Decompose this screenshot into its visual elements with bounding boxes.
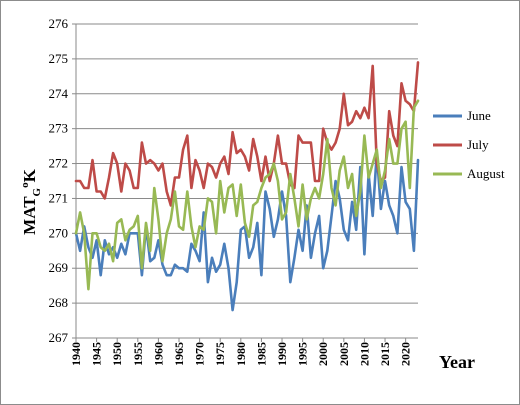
x-tick-label: 2000 bbox=[316, 342, 330, 366]
x-tick-label: 1975 bbox=[213, 342, 227, 366]
y-axis-label-tail: K bbox=[20, 168, 39, 182]
y-axis-label-sup: o bbox=[19, 182, 31, 188]
x-tick-label: 1945 bbox=[90, 342, 104, 366]
y-tick-label: 272 bbox=[49, 156, 69, 171]
x-tick-label: 1990 bbox=[275, 342, 289, 366]
y-axis-label: MATGoK bbox=[19, 168, 43, 234]
y-tick-label: 275 bbox=[49, 51, 69, 66]
x-tick-label: 1955 bbox=[131, 342, 145, 366]
y-tick-label: 273 bbox=[49, 121, 69, 136]
legend-label-july: July bbox=[467, 137, 489, 152]
y-tick-label: 276 bbox=[49, 16, 69, 31]
legend: June July August bbox=[433, 108, 505, 181]
y-axis-label-sub: G bbox=[31, 187, 43, 196]
legend-label-august: August bbox=[467, 166, 505, 181]
x-tick-label: 2020 bbox=[399, 342, 413, 366]
y-tick-label: 270 bbox=[49, 225, 69, 240]
series-line-august bbox=[74, 99, 420, 291]
axis-layer: 267 268 269 270 271 272 273 274 275 276 1940 1945 19… bbox=[49, 16, 418, 366]
x-tick-label: 1970 bbox=[193, 342, 207, 366]
x-tick-label: 1950 bbox=[110, 342, 124, 366]
grid-layer bbox=[76, 23, 418, 339]
series-layer bbox=[74, 61, 420, 312]
x-axis-label: Year bbox=[439, 352, 475, 372]
x-tick-label: 1980 bbox=[234, 342, 248, 366]
x-tick-label: 1965 bbox=[172, 342, 186, 366]
x-tick-label: 2015 bbox=[378, 342, 392, 366]
y-tick-label: 268 bbox=[49, 295, 69, 310]
legend-label-june: June bbox=[467, 108, 491, 123]
y-tick-label: 271 bbox=[49, 190, 69, 205]
x-tick-label: 1995 bbox=[296, 342, 310, 366]
y-tick-label: 267 bbox=[49, 330, 69, 345]
y-tick-label: 274 bbox=[49, 86, 69, 101]
x-tick-label: 1985 bbox=[254, 342, 268, 366]
x-tick-label: 1960 bbox=[151, 342, 165, 366]
y-tick-label: 269 bbox=[49, 260, 69, 275]
x-tick-label: 2010 bbox=[357, 342, 371, 366]
series-line-july bbox=[74, 61, 420, 207]
x-tick-label: 2005 bbox=[337, 342, 351, 366]
x-tick-label: 1940 bbox=[69, 342, 83, 366]
y-axis-label-main: MAT bbox=[20, 196, 39, 235]
